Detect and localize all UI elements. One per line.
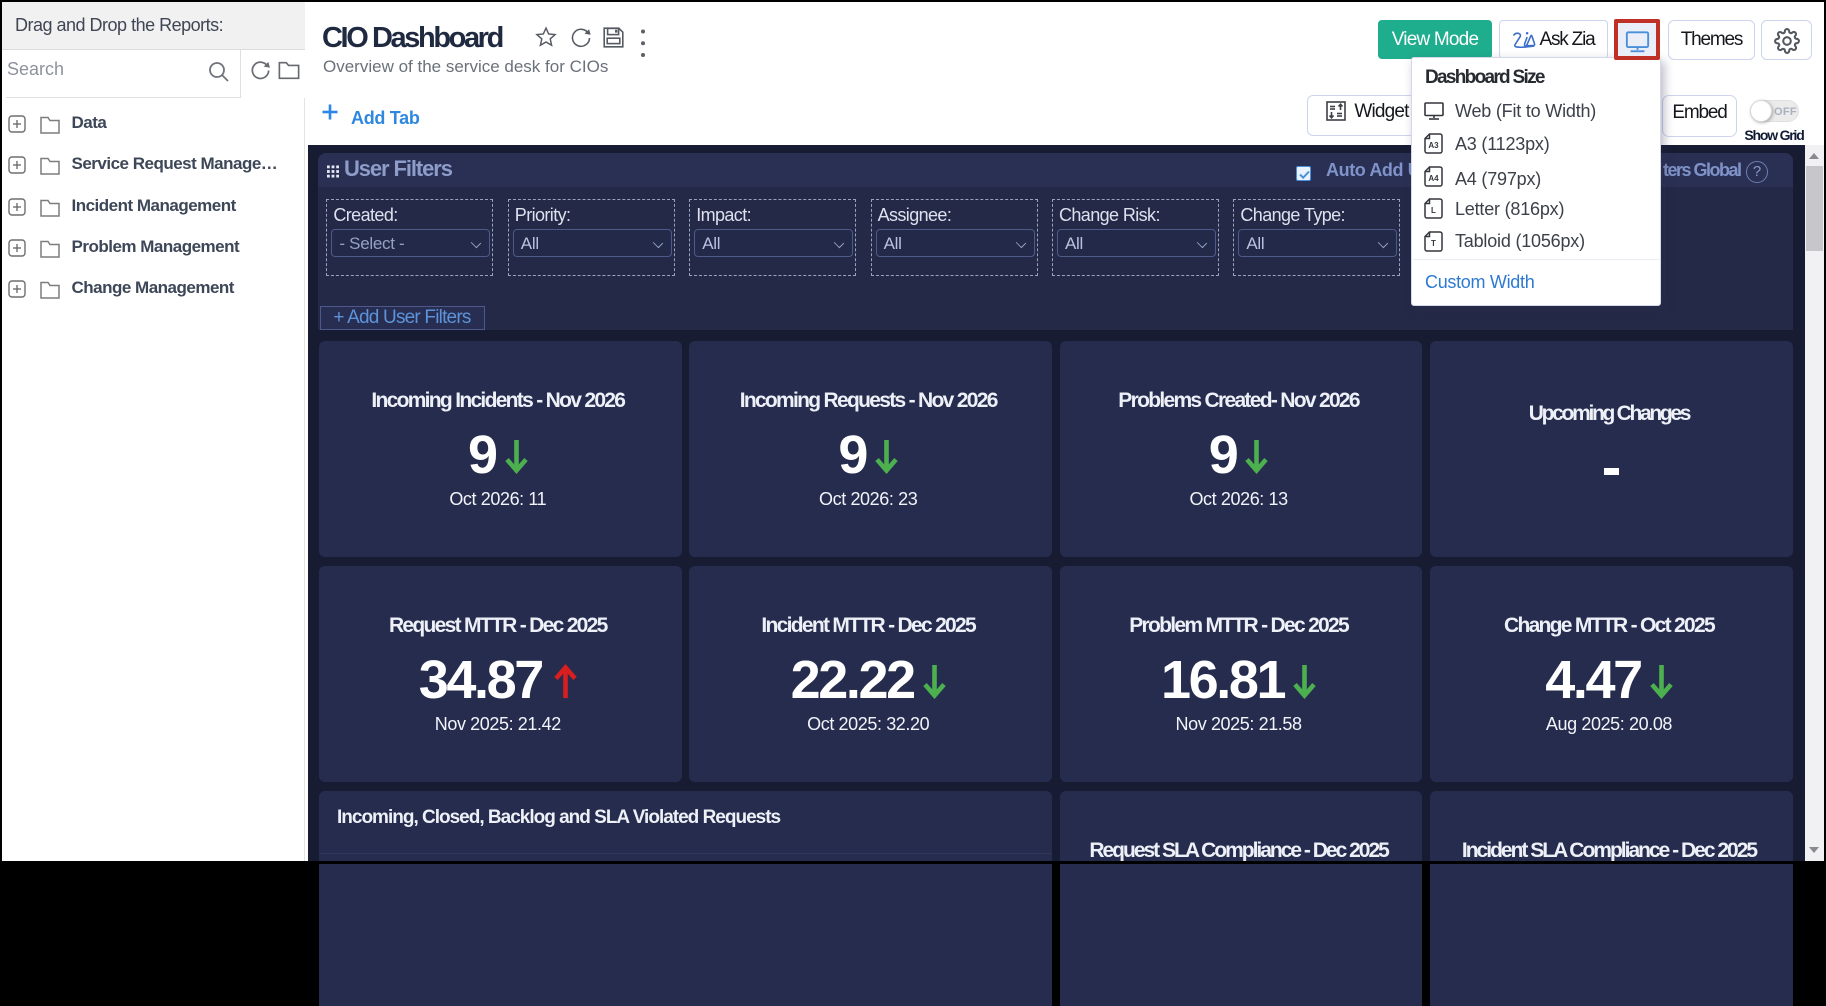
svg-text:L: L [1431,206,1436,215]
svg-text:A4: A4 [1428,174,1439,183]
svg-text:A3: A3 [1428,141,1439,150]
svg-text:T: T [1431,239,1436,248]
